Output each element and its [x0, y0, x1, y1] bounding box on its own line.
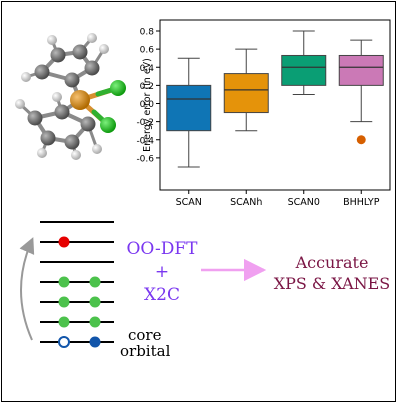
- box-bhhlyp: [339, 40, 383, 144]
- chlorine-atom-1: [110, 80, 126, 96]
- core-hole: [59, 337, 69, 347]
- y-tick-label: 0.6: [140, 46, 155, 56]
- y-tick-label: 0.8: [140, 28, 155, 38]
- box-scan: [167, 58, 211, 167]
- boxes: [167, 31, 384, 167]
- outlier-point: [357, 135, 366, 144]
- box-scanh: [224, 49, 268, 131]
- x-tick-label: SCAN: [176, 197, 202, 208]
- y-axis-label: Energy error (in eV): [142, 58, 153, 152]
- excitation-arrow: [21, 240, 32, 340]
- core-electron: [90, 337, 101, 348]
- method-plus: +: [155, 262, 169, 282]
- iqr-box: [339, 55, 383, 85]
- box-scan0: [282, 31, 326, 94]
- method-line-2: X2C: [144, 285, 180, 305]
- molecule-structure: [15, 33, 126, 160]
- y-tick-label: -0.6: [136, 154, 154, 164]
- box-plot: -0.6-0.4-0.20.00.20.40.60.8 SCAN SCANh SCA…: [136, 20, 390, 208]
- x-tick-label: BHHLYP: [343, 197, 380, 208]
- x-axis-labels: SCAN SCANh SCAN0 BHHLYP: [176, 190, 380, 208]
- x-tick-label: SCAN0: [288, 197, 320, 208]
- method-line-1: OO-DFT: [126, 239, 198, 259]
- iqr-box: [167, 85, 211, 130]
- result-line-1: Accurate: [295, 253, 369, 272]
- iqr-box: [224, 74, 268, 113]
- orbital-levels: [40, 222, 114, 342]
- metal-atom: [70, 90, 90, 110]
- orbital-label: orbital: [120, 342, 171, 360]
- x-tick-label: SCANh: [230, 197, 262, 208]
- excited-electron: [59, 237, 70, 248]
- method-block: OO-DFT + X2C: [126, 239, 198, 305]
- chlorine-atom-2: [100, 117, 116, 133]
- result-block: Accurate XPS & XANES: [274, 253, 391, 293]
- iqr-box: [282, 55, 326, 85]
- result-line-2: XPS & XANES: [274, 274, 391, 293]
